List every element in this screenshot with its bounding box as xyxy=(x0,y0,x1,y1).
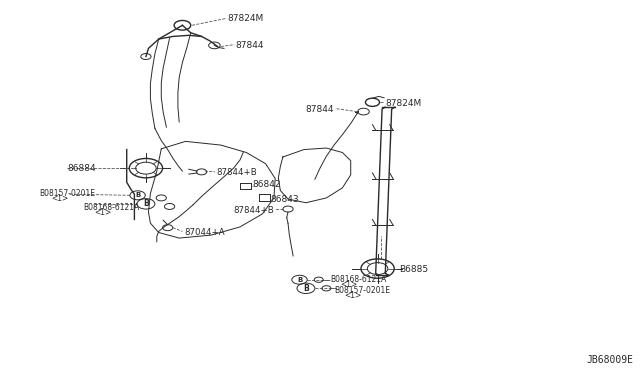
Text: 87824M: 87824M xyxy=(227,14,264,23)
Text: 87044+A: 87044+A xyxy=(184,228,225,237)
Text: 87844: 87844 xyxy=(236,41,264,50)
Text: 87844+B: 87844+B xyxy=(233,206,274,215)
Text: 87844+B: 87844+B xyxy=(216,169,257,177)
Text: B08157-0201E: B08157-0201E xyxy=(40,189,96,198)
Text: 86843: 86843 xyxy=(270,195,299,203)
Text: <1>: <1> xyxy=(95,208,112,217)
Text: B08168-6121A: B08168-6121A xyxy=(83,203,140,212)
Text: 86842: 86842 xyxy=(253,180,282,189)
Text: B: B xyxy=(303,284,308,293)
Text: <1>: <1> xyxy=(51,194,68,203)
Text: <1>: <1> xyxy=(340,280,358,289)
Text: 87844: 87844 xyxy=(305,105,334,114)
Text: B: B xyxy=(143,199,148,208)
Text: B6885: B6885 xyxy=(399,265,429,274)
Text: B: B xyxy=(297,277,302,283)
Text: <1>: <1> xyxy=(344,291,362,300)
Text: B: B xyxy=(135,192,140,198)
Text: B08157-0201E: B08157-0201E xyxy=(334,286,390,295)
Text: 86884: 86884 xyxy=(67,164,96,173)
Text: JB68009E: JB68009E xyxy=(587,355,634,365)
Text: 87824M: 87824M xyxy=(385,99,422,108)
Text: B08168-6121A: B08168-6121A xyxy=(330,275,387,283)
